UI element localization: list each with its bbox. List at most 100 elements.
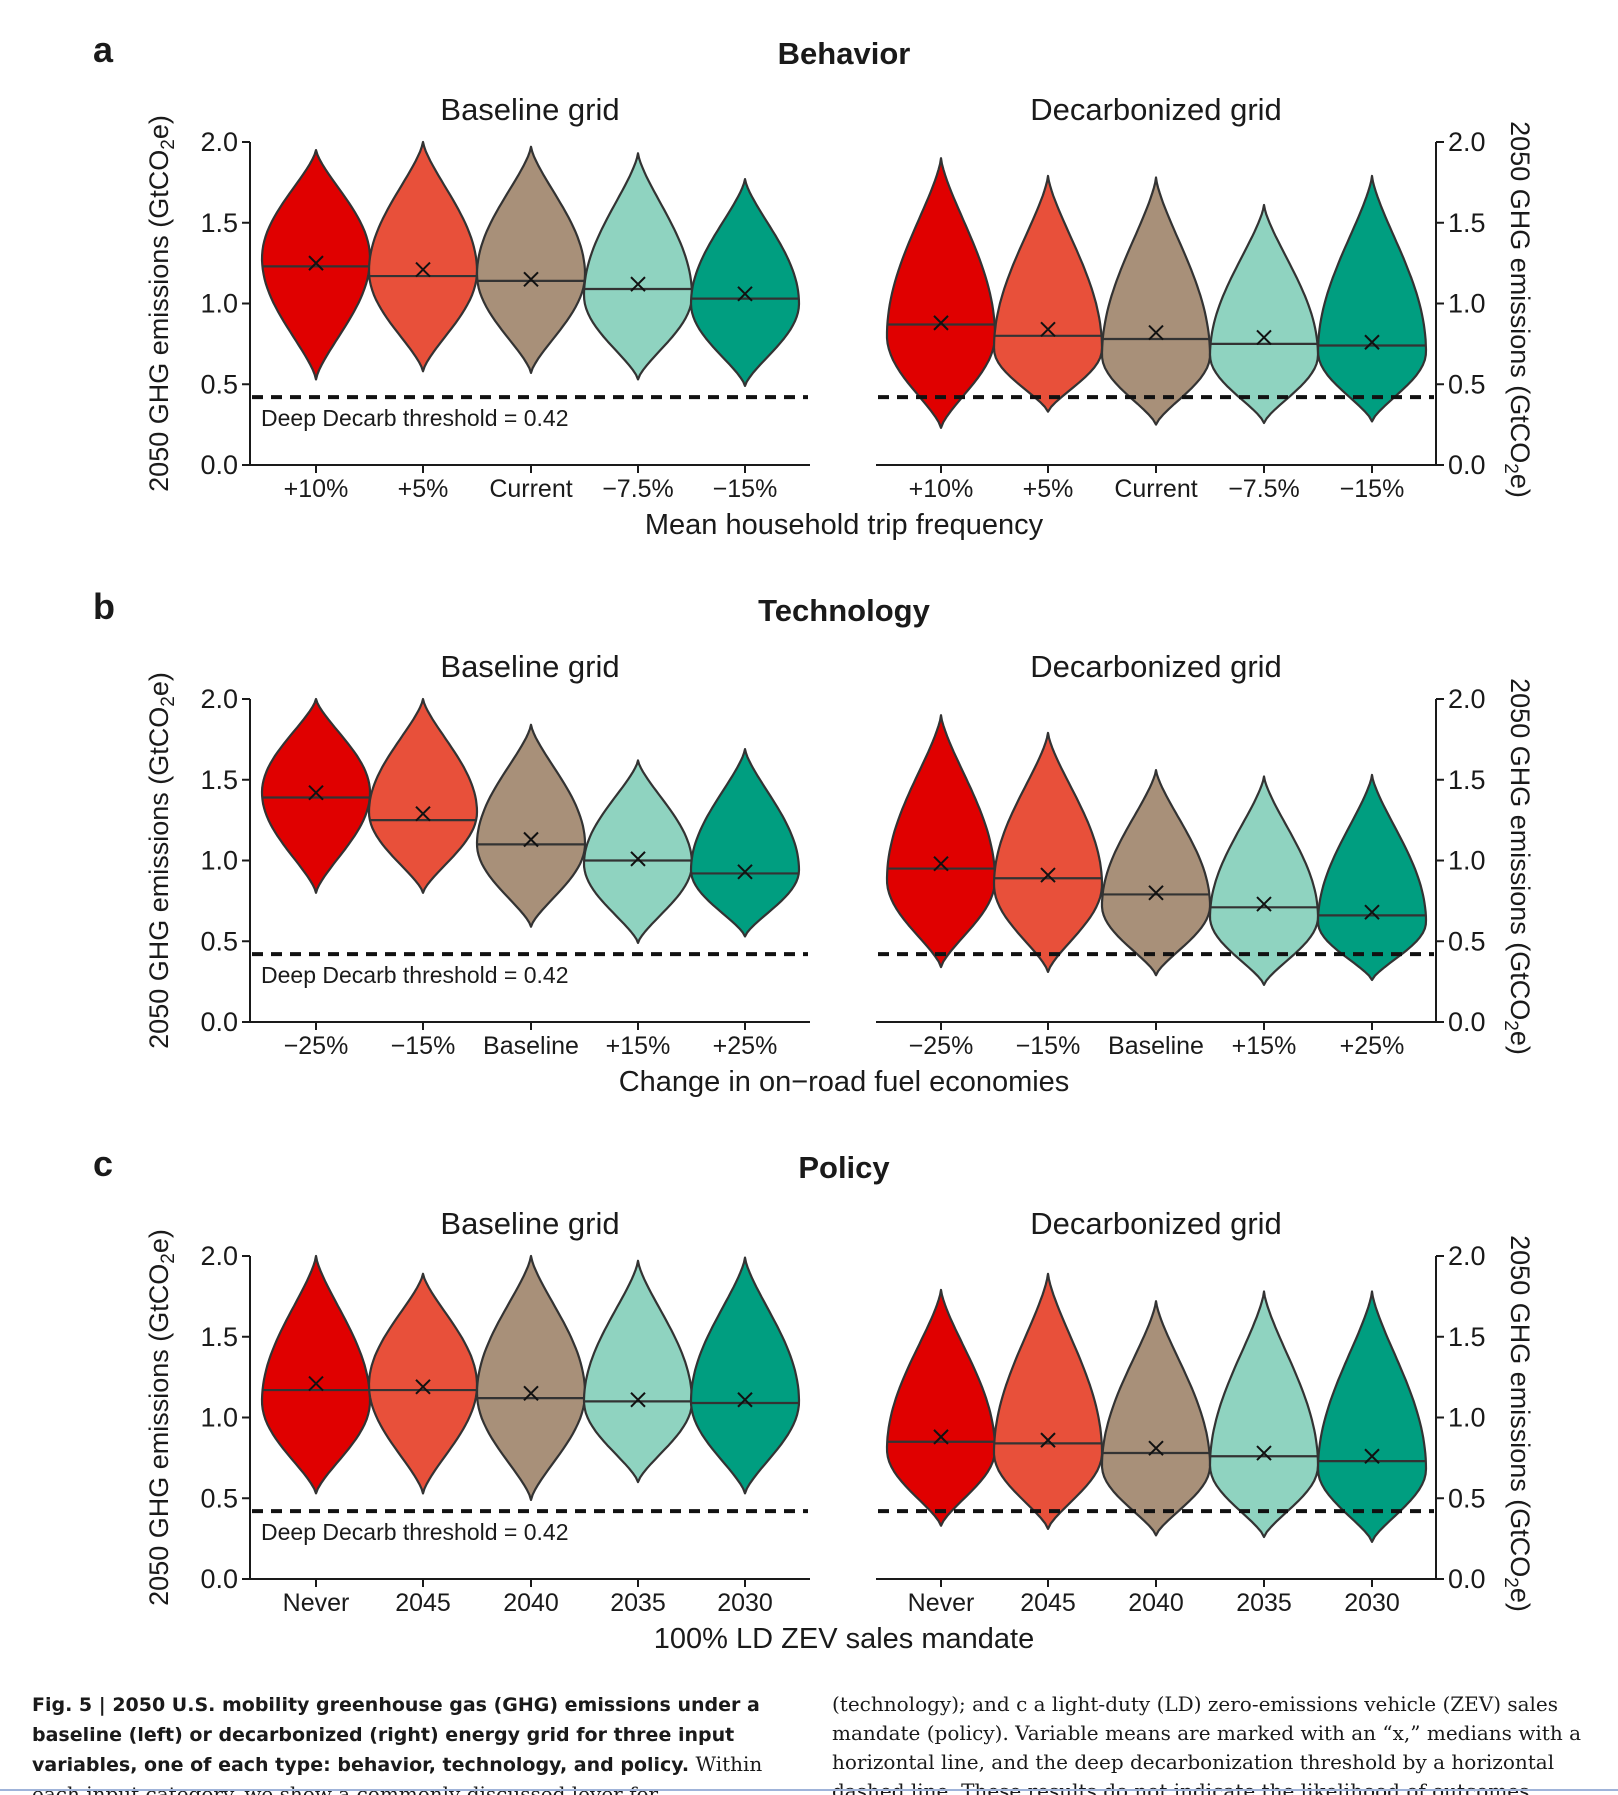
mean-marker — [1040, 321, 1056, 338]
violin — [1316, 174, 1428, 423]
x-tick-label: +25% — [713, 1032, 778, 1060]
x-tick-label: −25% — [909, 1032, 974, 1060]
y-tick-label: 1.5 — [200, 765, 238, 795]
y-tick-label: 1.0 — [1448, 289, 1486, 319]
x-tick-label: 2035 — [1236, 1589, 1292, 1617]
caption-bold: Fig. 5 | 2050 U.S. mobility greenhouse g… — [32, 1694, 760, 1776]
threshold-label: Deep Decarb threshold = 0.42 — [261, 405, 569, 431]
mean-marker — [308, 1375, 324, 1392]
mean-marker — [1364, 904, 1380, 920]
violin — [885, 714, 997, 969]
y-tick-label: 2.0 — [200, 684, 238, 714]
caption-left-column: Fig. 5 | 2050 U.S. mobility greenhouse g… — [32, 1690, 792, 1795]
x-tick-label: +5% — [398, 475, 449, 503]
x-tick-label: 2030 — [717, 1589, 773, 1617]
bottom-rule — [0, 1789, 1618, 1791]
panel-letter: b — [93, 586, 115, 627]
violin — [367, 1272, 479, 1495]
y-tick-label: 1.5 — [1448, 1322, 1486, 1352]
x-tick-label: Current — [1114, 475, 1197, 503]
y-tick-label: 2.0 — [1448, 1241, 1486, 1271]
subplot-title: Decarbonized grid — [1030, 649, 1282, 684]
x-tick-label: +15% — [606, 1032, 671, 1060]
mean-marker — [1040, 867, 1056, 883]
panel-a: a Behavior Baseline grid 0.0 0.5 1.0 1.5 2.0 +10… — [93, 29, 1535, 541]
x-tick-label: 2030 — [1344, 1589, 1400, 1617]
caption-text-left: Within each input category, we show a co… — [32, 1752, 763, 1795]
x-tick-label: +15% — [1232, 1032, 1297, 1060]
x-axis-label: Mean household trip frequency — [645, 509, 1044, 541]
mean-marker — [308, 255, 324, 271]
x-tick-label: Never — [908, 1589, 975, 1617]
x-tick-label: 2040 — [503, 1589, 559, 1617]
mean-marker — [1148, 324, 1164, 341]
mean-marker — [415, 1379, 431, 1395]
decarbonized-grid-subplot: Decarbonized grid 0.0 0.5 1.0 1.5 2.0 +10% +5% C… — [876, 92, 1486, 503]
mean-marker — [737, 864, 753, 880]
y-tick-label: 1.0 — [1448, 1403, 1486, 1433]
y-tick-label: 1.5 — [200, 1322, 238, 1352]
x-tick-label: +5% — [1023, 475, 1074, 503]
y-axis-label-left: 2050 GHG emissions (GtCO2e) — [144, 1229, 179, 1606]
y-tick-label: 1.0 — [200, 1403, 238, 1433]
mean-marker — [523, 271, 539, 287]
y-tick-label: 0.0 — [1448, 1007, 1486, 1037]
x-axis-label: Change in on−road fuel economies — [619, 1066, 1070, 1098]
violin — [1316, 1290, 1428, 1543]
y-tick-label: 1.0 — [200, 289, 238, 319]
violin — [475, 723, 587, 928]
violin — [260, 697, 372, 894]
panel-c: c Policy Baseline grid 0.0 0.5 1.0 1.5 2.0 Never… — [93, 1143, 1535, 1655]
x-tick-label: −7.5% — [602, 475, 674, 503]
violin — [885, 157, 997, 429]
x-tick-label: Current — [489, 475, 572, 503]
mean-marker — [1148, 885, 1164, 901]
violin — [1316, 773, 1428, 982]
y-tick-label: 0.5 — [1448, 369, 1486, 399]
violin — [992, 174, 1104, 413]
mean-marker — [737, 1392, 753, 1408]
x-tick-label: +10% — [909, 475, 974, 503]
panel-title: Behavior — [778, 36, 911, 71]
x-tick-label: 2045 — [395, 1589, 451, 1617]
y-tick-label: 1.5 — [1448, 208, 1486, 238]
x-tick-label: −7.5% — [1228, 475, 1300, 503]
x-tick-label: Baseline — [1108, 1032, 1204, 1060]
violin — [1100, 769, 1212, 977]
subplot-title: Decarbonized grid — [1030, 92, 1282, 127]
decarbonized-grid-subplot: Decarbonized grid 0.0 0.5 1.0 1.5 2.0 Never 204… — [876, 1206, 1486, 1617]
violin — [992, 731, 1104, 973]
mean-marker — [933, 1429, 949, 1445]
y-tick-label: 2.0 — [200, 127, 238, 157]
mean-marker — [1256, 329, 1272, 346]
threshold-label: Deep Decarb threshold = 0.42 — [261, 1519, 569, 1545]
y-tick-label: 0.5 — [200, 369, 238, 399]
x-tick-label: −15% — [713, 475, 778, 503]
mean-marker — [1040, 1432, 1056, 1448]
x-tick-label: −15% — [1340, 475, 1405, 503]
y-tick-label: 0.5 — [1448, 926, 1486, 956]
violin — [475, 1254, 587, 1501]
mean-marker — [1256, 896, 1272, 912]
mean-marker — [308, 784, 324, 801]
baseline-grid-subplot: Baseline grid 0.0 0.5 1.0 1.5 2.0 Never 2045 204… — [200, 1206, 810, 1617]
subplot-title: Baseline grid — [440, 92, 619, 127]
violin — [1100, 1300, 1212, 1537]
violin — [689, 1256, 801, 1495]
violin — [885, 1288, 997, 1527]
x-tick-label: 2040 — [1128, 1589, 1184, 1617]
violin — [1208, 775, 1320, 986]
caption-text-right: (technology); and c a light-duty (LD) ze… — [832, 1692, 1581, 1795]
x-tick-label: −25% — [284, 1032, 349, 1060]
y-axis-label-right: 2050 GHG emissions (GtCO2e) — [1500, 121, 1535, 498]
threshold-label: Deep Decarb threshold = 0.42 — [261, 962, 569, 988]
mean-marker — [933, 315, 949, 331]
violin — [1208, 1290, 1320, 1539]
x-tick-label: −15% — [391, 1032, 456, 1060]
y-tick-label: 0.0 — [200, 450, 238, 480]
mean-marker — [1256, 1445, 1272, 1461]
y-tick-label: 0.5 — [200, 1483, 238, 1513]
y-tick-label: 0.0 — [1448, 1564, 1486, 1594]
panel-title: Technology — [758, 593, 930, 628]
x-tick-label: +10% — [284, 475, 349, 503]
